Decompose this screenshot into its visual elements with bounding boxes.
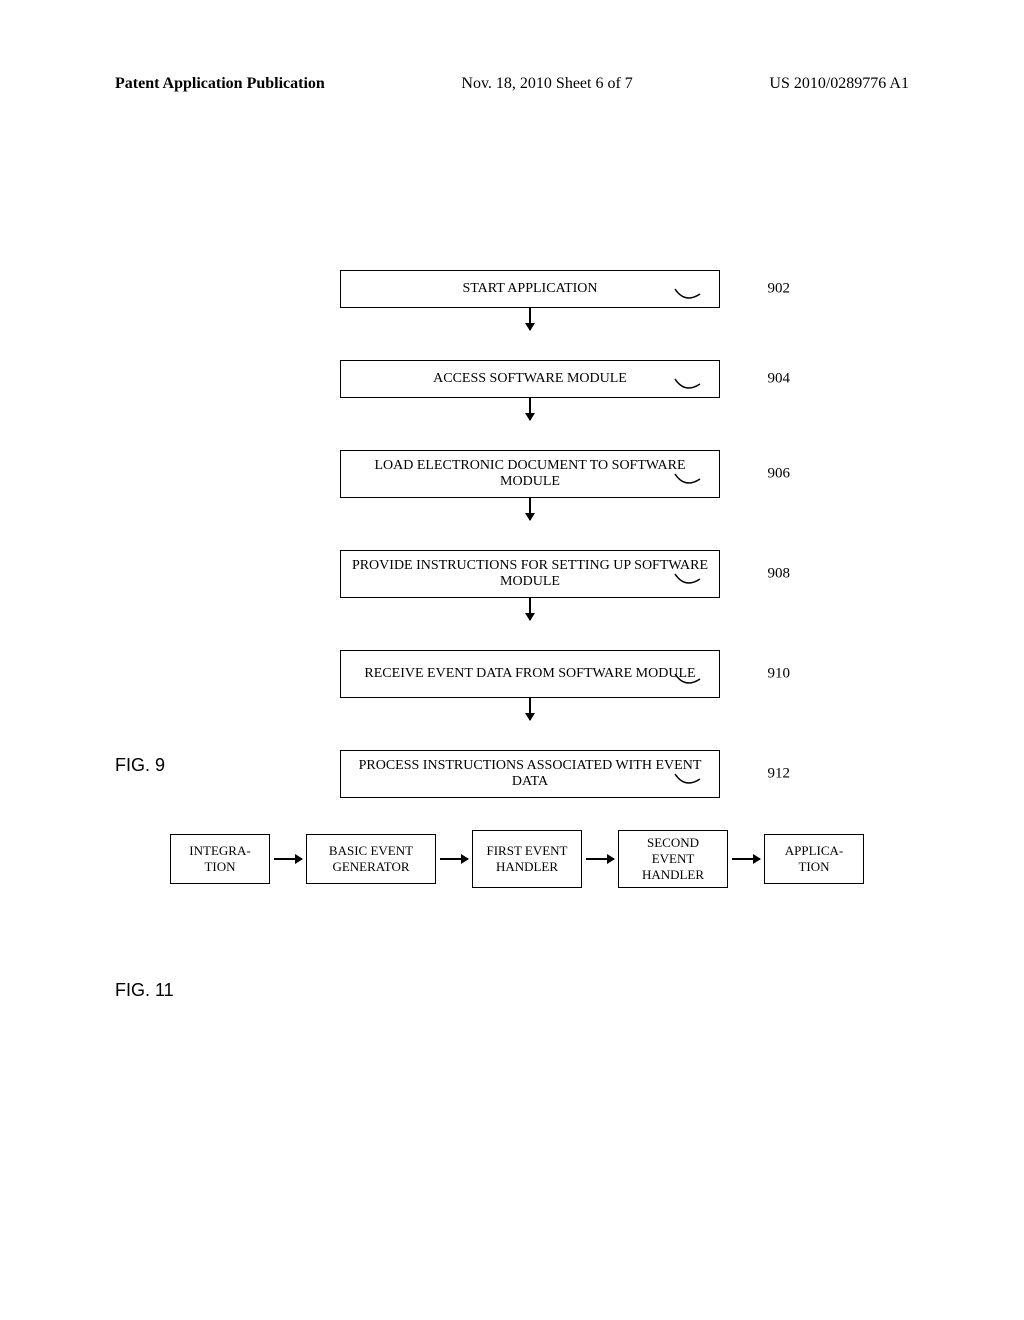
connector-curve [675,674,725,694]
flow-ref: 912 [768,766,791,783]
flow-box-text: RECEIVE EVENT DATA FROM SOFTWARE MODULE [364,666,695,682]
page-header: Patent Application Publication Nov. 18, … [115,75,909,93]
connector-curve [675,574,725,594]
pipeline-box-text: FIRST EVENT HANDLER [479,843,575,875]
pipeline-box: APPLICA- TION [764,834,864,884]
flow-ref: 906 [768,466,791,483]
connector-curve [675,379,725,399]
flow-box: ACCESS SOFTWARE MODULE [340,360,720,398]
arrow-right-icon [440,858,468,860]
header-right: US 2010/0289776 A1 [769,75,909,93]
flow-box-text: PROCESS INSTRUCTIONS ASSOCIATED WITH EVE… [349,758,711,790]
arrow-down-icon [529,498,531,520]
pipeline-box-text: BASIC EVENT GENERATOR [313,843,429,875]
flow-ref: 908 [768,566,791,583]
flow-step: RECEIVE EVENT DATA FROM SOFTWARE MODULE … [280,650,780,698]
flow-step: START APPLICATION 902 [280,270,780,308]
flow-box-text: LOAD ELECTRONIC DOCUMENT TO SOFTWARE MOD… [349,458,711,490]
flow-step: PROCESS INSTRUCTIONS ASSOCIATED WITH EVE… [280,750,780,798]
header-center: Nov. 18, 2010 Sheet 6 of 7 [461,75,632,93]
flow-box-text: PROVIDE INSTRUCTIONS FOR SETTING UP SOFT… [349,558,711,590]
pipeline-box: FIRST EVENT HANDLER [472,830,582,888]
flow-box: RECEIVE EVENT DATA FROM SOFTWARE MODULE [340,650,720,698]
pipeline-box-text: SECOND EVENT HANDLER [625,835,721,883]
figure-caption-11: FIG. 11 [115,980,174,1001]
arrow-down-icon [529,698,531,720]
pipeline-box-text: INTEGRA- TION [177,843,263,875]
flow-step: PROVIDE INSTRUCTIONS FOR SETTING UP SOFT… [280,550,780,598]
flow-box: START APPLICATION [340,270,720,308]
flow-box-text: ACCESS SOFTWARE MODULE [433,371,627,387]
flow-ref: 910 [768,666,791,683]
connector-curve [675,289,725,309]
connector-curve [675,774,725,794]
arrow-down-icon [529,598,531,620]
flow-box: PROVIDE INSTRUCTIONS FOR SETTING UP SOFT… [340,550,720,598]
figure-caption-9: FIG. 9 [115,755,165,776]
pipeline-fig11: INTEGRA- TION BASIC EVENT GENERATOR FIRS… [170,830,864,888]
arrow-right-icon [732,858,760,860]
pipeline-box-text: APPLICA- TION [771,843,857,875]
flow-step: ACCESS SOFTWARE MODULE 904 [280,360,780,398]
flow-ref: 904 [768,371,791,388]
arrow-down-icon [529,308,531,330]
flowchart-fig9: START APPLICATION 902 ACCESS SOFTWARE MO… [280,270,780,828]
pipeline-box: BASIC EVENT GENERATOR [306,834,436,884]
pipeline-box: SECOND EVENT HANDLER [618,830,728,888]
flow-ref: 902 [768,281,791,298]
arrow-right-icon [274,858,302,860]
flow-box-text: START APPLICATION [462,281,597,297]
header-left: Patent Application Publication [115,75,325,93]
flow-box: LOAD ELECTRONIC DOCUMENT TO SOFTWARE MOD… [340,450,720,498]
flow-step: LOAD ELECTRONIC DOCUMENT TO SOFTWARE MOD… [280,450,780,498]
arrow-down-icon [529,398,531,420]
flow-box: PROCESS INSTRUCTIONS ASSOCIATED WITH EVE… [340,750,720,798]
connector-curve [675,474,725,494]
arrow-right-icon [586,858,614,860]
pipeline-box: INTEGRA- TION [170,834,270,884]
